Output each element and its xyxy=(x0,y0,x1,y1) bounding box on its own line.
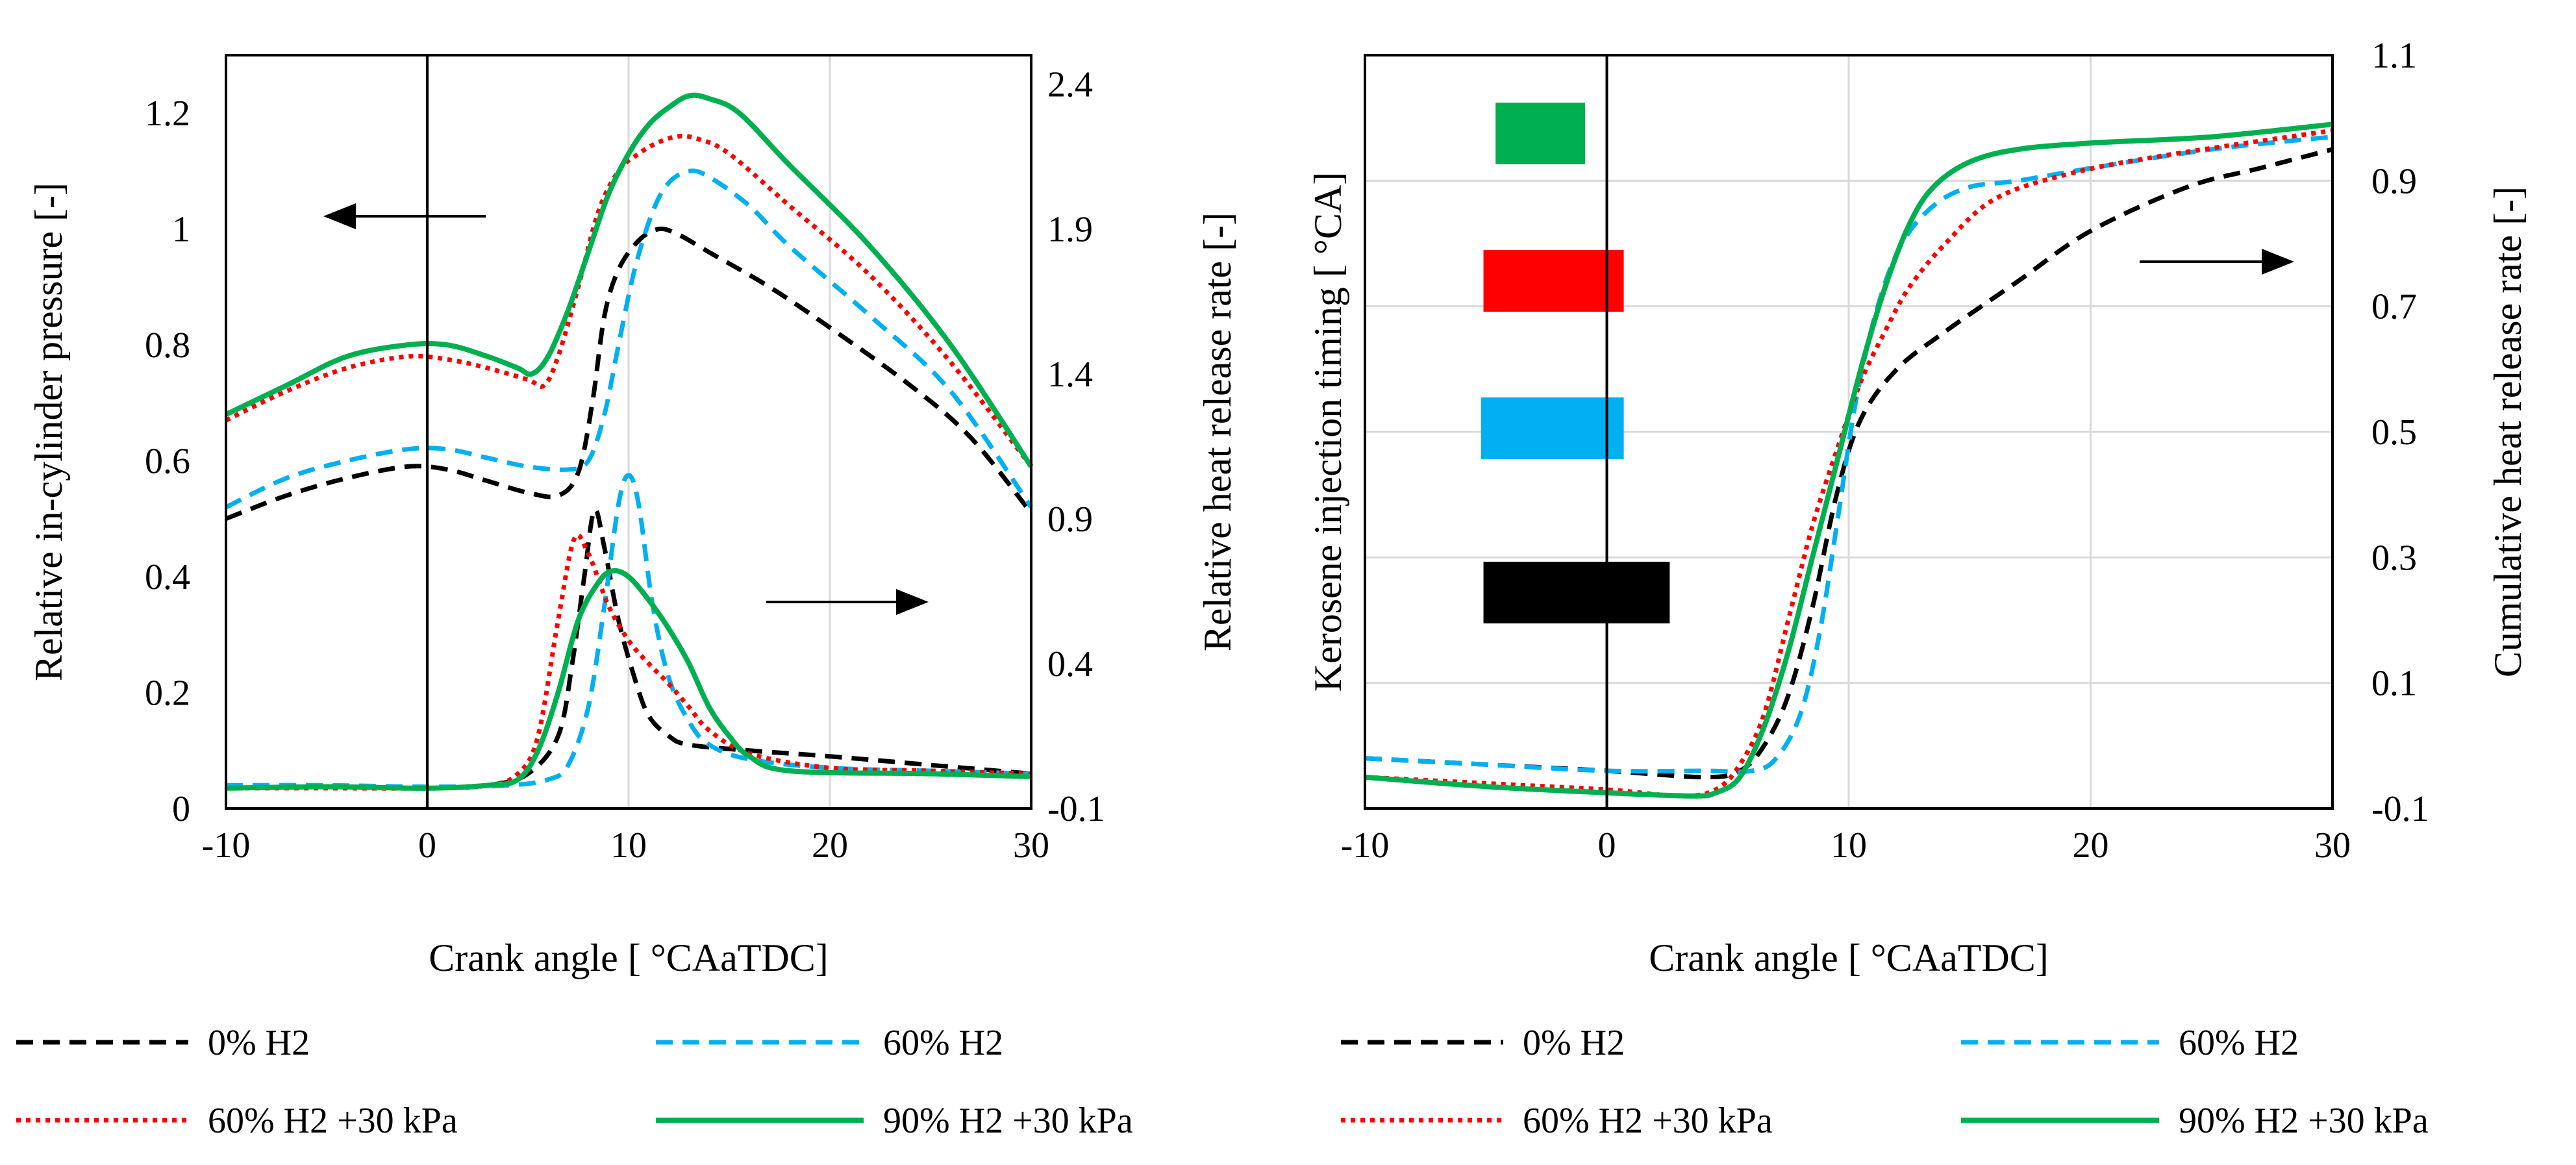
left-y-tick-label: 0.6 xyxy=(145,442,190,482)
legend-item-60-h2-30-kpa: 60% H2 +30 kPa xyxy=(16,1101,458,1141)
left-hrr-line-90-h2-30-kpa xyxy=(225,568,1032,791)
right-x-tick-label: 10 xyxy=(1831,825,1867,866)
cumulative-axis-tick-label: -0.1 xyxy=(2371,789,2429,829)
injection-bar-0-h2 xyxy=(1483,562,1670,623)
right-cumulative-arrow-head xyxy=(2262,249,2294,275)
left-plot-frame xyxy=(225,54,1032,810)
right-axis-tick-label: 1.4 xyxy=(1047,355,1093,395)
left-x-tick-label: 10 xyxy=(610,825,647,866)
injection-bars xyxy=(1481,103,1670,623)
left-gridlines xyxy=(627,55,831,808)
left-panel: -10 0 10 20 30 0 0.2 0.4 0.6 0.8 1 1.2 -0.1 0.4 0.9 1.4… xyxy=(27,54,1239,979)
left-x-tick-label: 0 xyxy=(418,825,436,866)
left-ticks: -10 0 10 20 30 0 0.2 0.4 0.6 0.8 1 1.2 -0.1 0.4 0.9 1.4… xyxy=(145,65,1105,866)
left-x-axis-title: Crank angle [ °CAaTDC] xyxy=(429,936,829,979)
left-y-tick-label: 1 xyxy=(172,210,190,250)
legend-item-0-h2: 0% H2 xyxy=(16,1023,310,1063)
left-x-tick-label: 20 xyxy=(812,825,848,866)
cumulative-axis-tick-label: 1.1 xyxy=(2371,36,2417,76)
cumulative-line-90-h2-30-kpa xyxy=(1364,121,2333,799)
right-x-tick-label: 30 xyxy=(2314,825,2351,866)
right-axis-tick-label: 2.4 xyxy=(1047,65,1093,105)
cumulative-line-60-h2 xyxy=(1364,134,2333,774)
left-pressure-arrow-head xyxy=(323,203,356,229)
legend-label: 0% H2 xyxy=(1523,1023,1625,1063)
injection-bar-90-h2-30-kpa xyxy=(1495,103,1585,164)
legend-label: 60% H2 +30 kPa xyxy=(1523,1101,1773,1141)
legend-item-60-h2: 60% H2 xyxy=(1961,1023,2299,1063)
right-legend: 0% H2 60% H2 60% H2 +30 kPa 90% H2 +30 kPa xyxy=(1341,1023,2429,1141)
legend-label: 60% H2 xyxy=(2179,1023,2299,1063)
right-panel: -10 0 10 20 30 -0.1 0.1 0.3 0.5 0.7 0.9 1.1 Crank an… xyxy=(1307,36,2529,979)
cumulative-axis-title: Cumulative heat release rate [-] xyxy=(2486,186,2529,677)
legend-item-60-h2-30-kpa: 60% H2 +30 kPa xyxy=(1341,1101,1773,1141)
left-y-tick-label: 0.4 xyxy=(145,557,190,597)
right-x-tick-label: -10 xyxy=(1341,825,1390,866)
right-ticks: -10 0 10 20 30 -0.1 0.1 0.3 0.5 0.7 0.9 1.1 xyxy=(1341,36,2429,866)
legend-label: 90% H2 +30 kPa xyxy=(883,1101,1133,1141)
cumulative-axis-tick-label: 0.9 xyxy=(2371,161,2417,201)
right-axis-tick-label: 0.4 xyxy=(1047,644,1093,684)
right-plot-frame xyxy=(1364,54,2334,810)
legend-label: 90% H2 +30 kPa xyxy=(2179,1101,2429,1141)
left-y-tick-label: 0.2 xyxy=(145,673,190,714)
left-y-tick-label: 0 xyxy=(172,789,190,829)
injection-bar-60-h2 xyxy=(1481,397,1624,459)
legend-label: 60% H2 xyxy=(883,1023,1003,1063)
left-pressure-line-60-h2-30-kpa xyxy=(225,134,1033,468)
left-pressure-line-90-h2-30-kpa xyxy=(225,92,1034,468)
left-pressure-line-60-h2 xyxy=(225,168,1033,510)
left-secondary-y-axis-title: Relative heat release rate [-] xyxy=(1196,212,1239,651)
left-x-tick-label: -10 xyxy=(202,825,251,866)
right-axis-tick-label: -0.1 xyxy=(1047,789,1105,829)
legend-item-90-h2-30-kpa: 90% H2 +30 kPa xyxy=(1961,1101,2429,1141)
legend-item-0-h2: 0% H2 xyxy=(1341,1023,1625,1063)
right-axis-tick-label: 0.9 xyxy=(1047,499,1093,540)
left-curves xyxy=(225,92,1034,791)
cumulative-line-60-h2-30-kpa xyxy=(1364,128,2333,799)
right-axis-tick-label: 1.9 xyxy=(1047,210,1093,250)
left-y-tick-label: 1.2 xyxy=(145,94,190,134)
cumulative-axis-tick-label: 0.5 xyxy=(2371,412,2417,453)
left-y-axis-title: Relative in-cylinder pressure [-] xyxy=(27,182,70,681)
legend-label: 60% H2 +30 kPa xyxy=(208,1101,458,1141)
right-curves xyxy=(1364,121,2333,799)
legend-item-90-h2-30-kpa: 90% H2 +30 kPa xyxy=(656,1101,1133,1141)
legend-item-60-h2: 60% H2 xyxy=(656,1023,1003,1063)
right-x-tick-label: 20 xyxy=(2073,825,2109,866)
cumulative-axis-tick-label: 0.1 xyxy=(2371,664,2417,704)
left-y-tick-label: 0.8 xyxy=(145,325,190,366)
injection-bar-60-h2-30-kpa xyxy=(1483,250,1624,312)
cumulative-axis-tick-label: 0.7 xyxy=(2371,287,2417,327)
right-x-tick-label: 0 xyxy=(1598,825,1616,866)
left-pressure-line-0-h2 xyxy=(225,226,1033,521)
left-hrr-line-60-h2-30-kpa xyxy=(225,532,1032,791)
left-x-tick-label: 30 xyxy=(1013,825,1049,866)
legend-label: 0% H2 xyxy=(208,1023,310,1063)
left-legend: 0% H2 60% H2 60% H2 +30 kPa 90% H2 +30 kPa xyxy=(16,1023,1133,1141)
cumulative-axis-tick-label: 0.3 xyxy=(2371,538,2417,578)
left-hrr-arrow-head xyxy=(896,589,929,615)
injection-timing-axis-title: Kerosene injection timing [ °CA] xyxy=(1307,172,1349,692)
right-x-axis-title: Crank angle [ °CAaTDC] xyxy=(1649,936,2049,979)
